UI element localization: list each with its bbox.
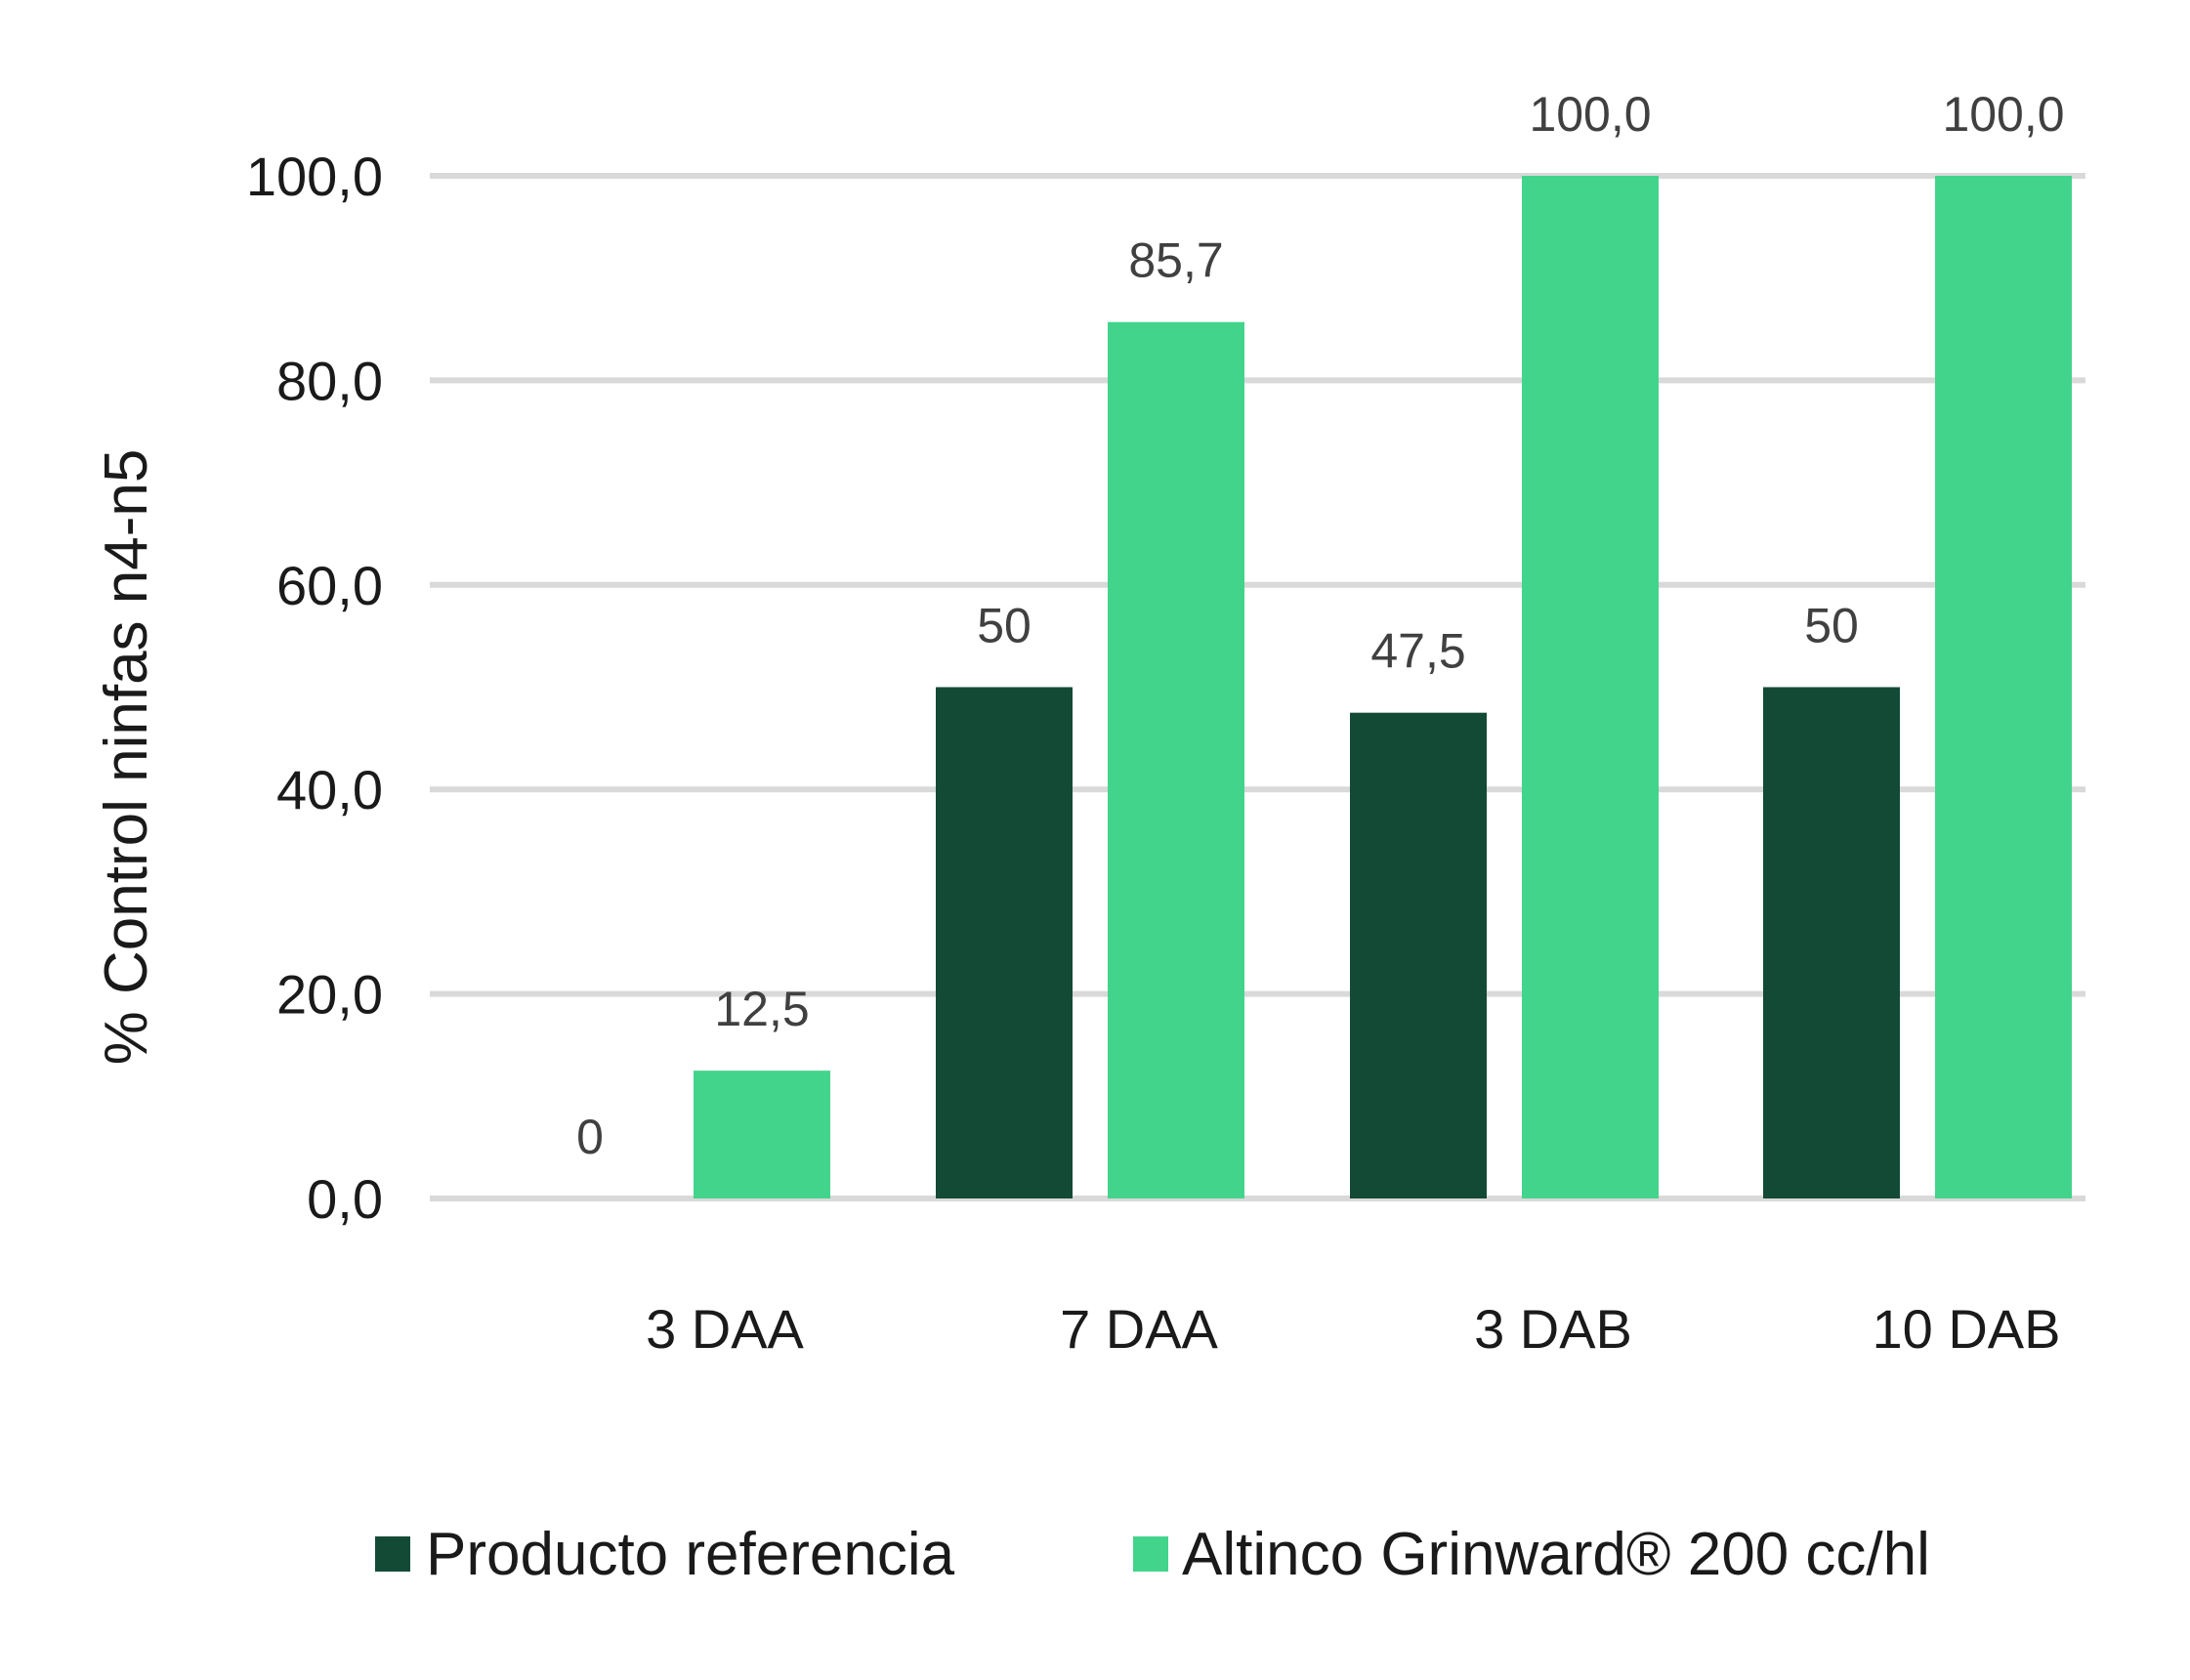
y-tick-label: 80,0 [276,350,383,411]
y-tick-label: 0,0 [307,1168,383,1230]
legend-swatch [1133,1536,1168,1572]
x-category-label: 3 DAB [1474,1298,1632,1360]
x-category-label: 7 DAA [1060,1298,1218,1360]
legend-label: Producto referencia [426,1521,955,1588]
x-category-label: 3 DAA [646,1298,804,1360]
data-label: 50 [977,599,1032,653]
x-axis: 3 DAA 7 DAA 3 DAB 10 DAB [646,1298,2060,1360]
y-axis: 0,0 20,0 40,0 60,0 80,0 100,0 [246,146,383,1230]
y-tick-label: 40,0 [276,759,383,820]
data-label: 50 [1804,599,1859,653]
bar-producto-referencia-1 [936,687,1073,1198]
bar-altinco-grinward-0 [694,1071,830,1198]
legend: Producto referencia Altinco Grinward® 200… [375,1521,1930,1588]
bar-producto-referencia-2 [1350,712,1487,1198]
bar-producto-referencia-3 [1763,687,1900,1198]
y-axis-title: % Control ninfas n4-n5 [93,449,160,1066]
legend-label: Altinco Grinward® 200 cc/hl [1182,1521,1930,1588]
data-label: 47,5 [1370,624,1465,679]
data-labels: 0 12,5 50 85,7 47,5 100,0 50 100,0 [576,87,2064,1164]
y-tick-label: 60,0 [276,555,383,616]
data-label: 100,0 [1529,87,1651,142]
data-label: 100,0 [1942,87,2064,142]
bars [694,176,2072,1198]
x-category-label: 10 DAB [1873,1298,2061,1360]
bar-altinco-grinward-2 [1522,176,1659,1198]
legend-swatch [375,1536,410,1572]
y-tick-label: 100,0 [246,146,383,207]
bar-altinco-grinward-1 [1108,321,1244,1198]
bar-altinco-grinward-3 [1935,176,2072,1198]
y-tick-label: 20,0 [276,964,383,1026]
data-label: 85,7 [1128,233,1223,288]
data-label: 12,5 [714,982,809,1036]
data-label: 0 [576,1110,604,1164]
